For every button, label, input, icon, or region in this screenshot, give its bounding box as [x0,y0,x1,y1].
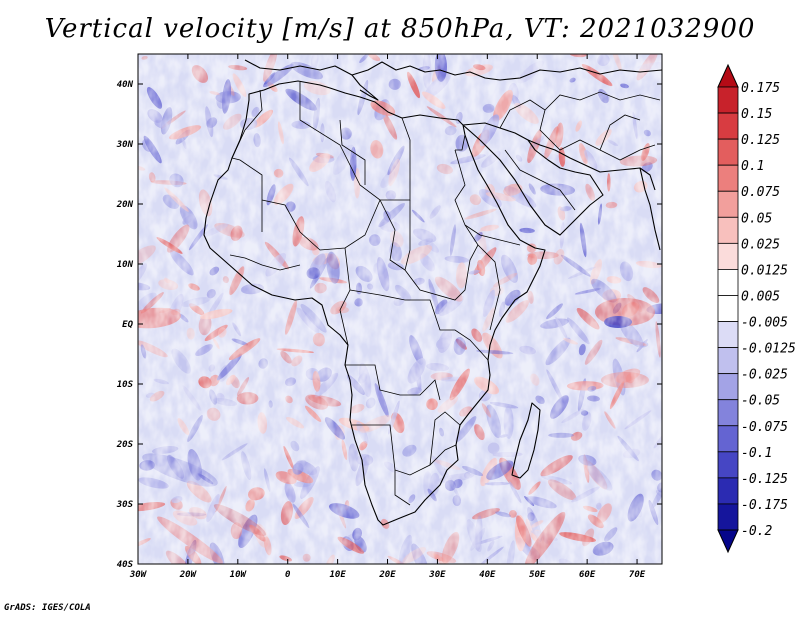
colorbar-label: -0.075 [741,420,788,435]
lon-tick-label: 30E [428,570,446,580]
field-texture [138,54,662,564]
axis-ticks [137,54,662,565]
lat-tick-label: 30N [116,140,134,150]
lon-tick-label: 40E [479,570,496,580]
colorbar-label: 0.1 [741,159,764,174]
colorbar-cell [717,86,739,114]
lat-tick-label: 40N [117,80,134,90]
colorbar-cell [717,138,739,166]
colorbar-label: 0.025 [741,237,780,252]
colorbar-label: 0.0125 [741,263,788,278]
plot-area[interactable] [122,46,676,580]
border-line [339,247,351,346]
border-line [504,149,576,211]
colorbar-label: -0.0125 [741,342,796,357]
border-line [339,119,366,185]
country-borders [229,82,661,506]
colorbar-cell [717,216,739,244]
border-line [464,224,521,246]
colorbar-cell [717,451,739,479]
colorbar-label: 0.175 [741,81,780,96]
border-line [477,244,501,331]
colorbar-label: 0.15 [741,107,772,122]
colorbar-cell [717,112,739,140]
colorbar-label: -0.005 [741,316,788,331]
border-line [299,82,411,201]
colorbar-cell [717,477,739,505]
colorbar-cell [717,295,739,322]
colorbar-cell [717,164,739,192]
colorbar-cell [717,190,739,218]
border-line [261,199,381,251]
border-line [352,424,457,476]
lon-tick-label: 30W [129,570,148,580]
border-line [539,109,656,161]
lat-tick-label: EQ [122,320,133,330]
colorbar-cell [717,347,739,375]
lon-tick-label: 70E [629,570,646,580]
colorbar-label: -0.125 [741,472,788,487]
colorbar-label: -0.1 [741,446,772,461]
colorbar-label: 0.125 [741,133,780,148]
colorbar-label: 0.075 [741,185,780,200]
africa-coastline [203,80,546,526]
colorbar-label: -0.2 [741,524,772,539]
border-line [599,114,641,151]
colorbar-cell [717,503,739,531]
colorbar-label: -0.05 [741,394,780,409]
plot-frame [137,53,663,565]
border-line [455,134,466,151]
border-line [429,411,461,466]
lon-tick-label: 20E [378,570,396,580]
lat-tick-label: 10N [117,260,134,270]
lat-tick-label: 30S [116,500,134,510]
lon-tick-label: 10E [329,570,346,580]
italy-coastline [351,74,379,101]
lon-tick-label: 0 [285,570,291,580]
border-line [345,364,441,401]
arabia-coastline [462,122,604,236]
colorbar-label: -0.025 [741,368,788,383]
lon-tick-label: 10W [230,570,248,580]
border-line [229,254,301,271]
madagascar-coastline [511,402,541,479]
lon-tick-label: 50E [529,570,546,580]
lat-tick-label: 10S [117,380,134,390]
coastlines [203,59,662,526]
colorbar-cell [717,399,739,427]
europe-coastline [244,59,662,81]
india-coastline [639,167,661,251]
colorbar-cell [717,425,739,453]
lat-tick-label: 20S [116,440,134,450]
map-title: Vertical velocity [m/s] at 850hPa, VT: 2… [44,14,756,44]
lat-tick-label: 20N [116,200,134,210]
lat-tick-label: 40S [117,560,134,570]
colorbar-min-arrow [717,529,739,554]
colorbar-cell [717,269,739,296]
colorbar-label: 0.005 [741,289,780,304]
lon-tick-label: 60E [579,570,596,580]
colorbar-cell [717,321,739,348]
grads-credit: GrADS: IGES/COLA [4,603,91,613]
border-line [499,91,661,129]
colorbar-max-arrow [717,63,739,88]
colorbar-cell [717,373,739,401]
border-line [394,470,411,506]
border-line [404,149,479,301]
border-line [349,289,489,361]
border-line [231,89,263,232]
colorbar: 0.175 0.15 0.125 0.1 0.075 0.05 0.025 0.0125 0.0… [717,63,796,554]
colorbar-label: -0.175 [741,498,788,513]
lon-tick-label: 20W [179,570,198,580]
border-line [379,199,406,271]
axis-labels: 30W 20W 10W 0 10E 20E 30E 40E 50E 60E 70E 40S 30S 20S… [116,80,646,580]
colorbar-cell [717,242,739,270]
gulf-coastline [527,139,656,191]
colorbar-label: 0.05 [741,211,772,226]
